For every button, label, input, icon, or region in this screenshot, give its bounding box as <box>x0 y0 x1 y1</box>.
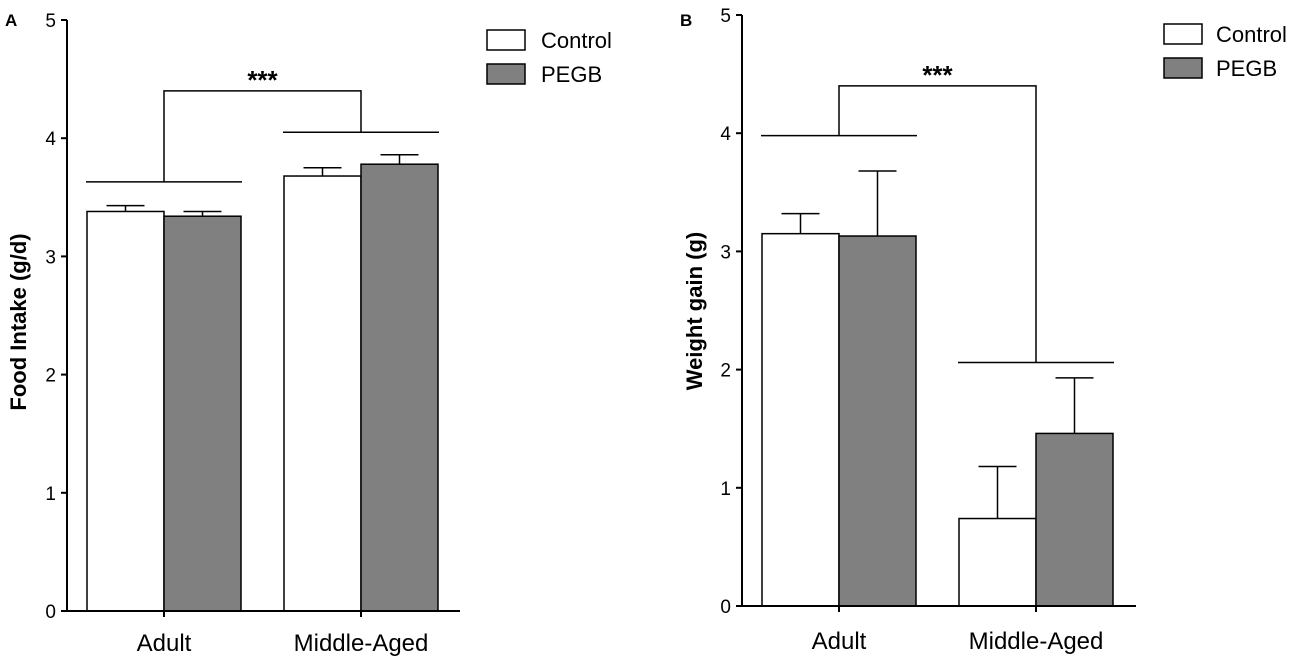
legend-label-control: Control <box>541 28 612 53</box>
panel-a-significance-bracket-line <box>163 90 362 182</box>
panel-b-y-tick-label-4: 4 <box>720 124 731 145</box>
legend-swatch-control <box>1163 23 1203 45</box>
panel-b-axes: 0 1 2 3 4 5 Adult Middle-Aged <box>720 6 1136 655</box>
panel-a-bar-middle-aged-pegb <box>360 163 439 612</box>
panel-b-bar-adult-control <box>761 232 840 607</box>
legend-swatch-pegb <box>1163 57 1203 79</box>
panel-a-y-tick-label-3: 3 <box>45 247 56 268</box>
panel-b-weight-gain-chart: B *** 0 1 2 3 4 5 Adult Middle-Aged Weight gai… <box>680 6 1287 655</box>
panel-a-x-tick-label-middle-aged: Middle-Aged <box>294 630 429 657</box>
panel-a-food-intake-chart: A *** 0 1 2 3 4 5 Adult Middle-Aged Food Intak… <box>5 11 612 657</box>
panel-b-y-axis-title: Weight gain (g) <box>682 232 707 390</box>
panel-b-y-tick-label-5: 5 <box>720 6 731 27</box>
panel-a-bar-middle-aged-control <box>283 175 362 612</box>
panel-a-y-tick-label-0: 0 <box>45 602 56 623</box>
panel-a-significance-bracket: *** <box>86 65 439 183</box>
panel-a-legend: Control PEGB <box>486 28 612 87</box>
panel-a-y-tick-label-4: 4 <box>45 129 56 150</box>
legend-label-control: Control <box>1216 22 1287 47</box>
panel-b-y-tick-label-2: 2 <box>720 361 731 382</box>
panel-a-letter: A <box>5 11 17 30</box>
panel-b-y-tick-label-1: 1 <box>720 479 731 500</box>
panel-b-significance-bracket: *** <box>761 60 1114 364</box>
panel-a-y-ticks: 0 1 2 3 4 5 <box>45 11 67 623</box>
panel-b-y-tick-label-0: 0 <box>720 597 731 618</box>
panel-a-error-bars <box>106 153 419 217</box>
legend-label-pegb: PEGB <box>1216 56 1277 81</box>
panel-b-y-tick-label-3: 3 <box>720 242 731 263</box>
panel-a-significance-label: *** <box>247 65 278 95</box>
panel-b-error-bars <box>781 170 1094 519</box>
panel-a-y-tick-label-1: 1 <box>45 484 56 505</box>
panel-b-x-tick-label-adult: Adult <box>812 628 867 655</box>
panel-a-bars <box>86 163 439 612</box>
panel-b-legend: Control PEGB <box>1163 22 1287 81</box>
panel-a-y-axis-title: Food Intake (g/d) <box>6 233 31 410</box>
panel-b-significance-bracket-line <box>838 85 1037 363</box>
panel-a-x-ticks: Adult Middle-Aged <box>137 611 429 657</box>
panel-b-bar-middle-aged-control <box>958 517 1037 607</box>
legend-label-pegb: PEGB <box>541 62 602 87</box>
panel-b-x-tick-label-middle-aged: Middle-Aged <box>969 628 1104 655</box>
panel-a-axes: 0 1 2 3 4 5 Adult Middle-Aged <box>45 11 460 657</box>
panel-b-y-ticks: 0 1 2 3 4 5 <box>720 6 742 618</box>
panel-b-bar-adult-pegb <box>838 235 917 607</box>
panel-b-bars <box>761 232 1114 607</box>
panel-b-letter: B <box>680 11 692 30</box>
panel-a-x-tick-label-adult: Adult <box>137 630 192 657</box>
panel-a-bar-adult-control <box>86 210 165 612</box>
panel-b-x-ticks: Adult Middle-Aged <box>812 606 1104 655</box>
panel-a-y-tick-label-2: 2 <box>45 366 56 387</box>
panel-b-bar-middle-aged-pegb <box>1035 432 1114 607</box>
panel-a-y-tick-label-5: 5 <box>45 11 56 32</box>
legend-swatch-control <box>486 29 526 51</box>
panel-a-bar-adult-pegb <box>163 215 242 612</box>
panel-b-significance-label: *** <box>922 60 953 90</box>
legend-swatch-pegb <box>486 63 526 85</box>
